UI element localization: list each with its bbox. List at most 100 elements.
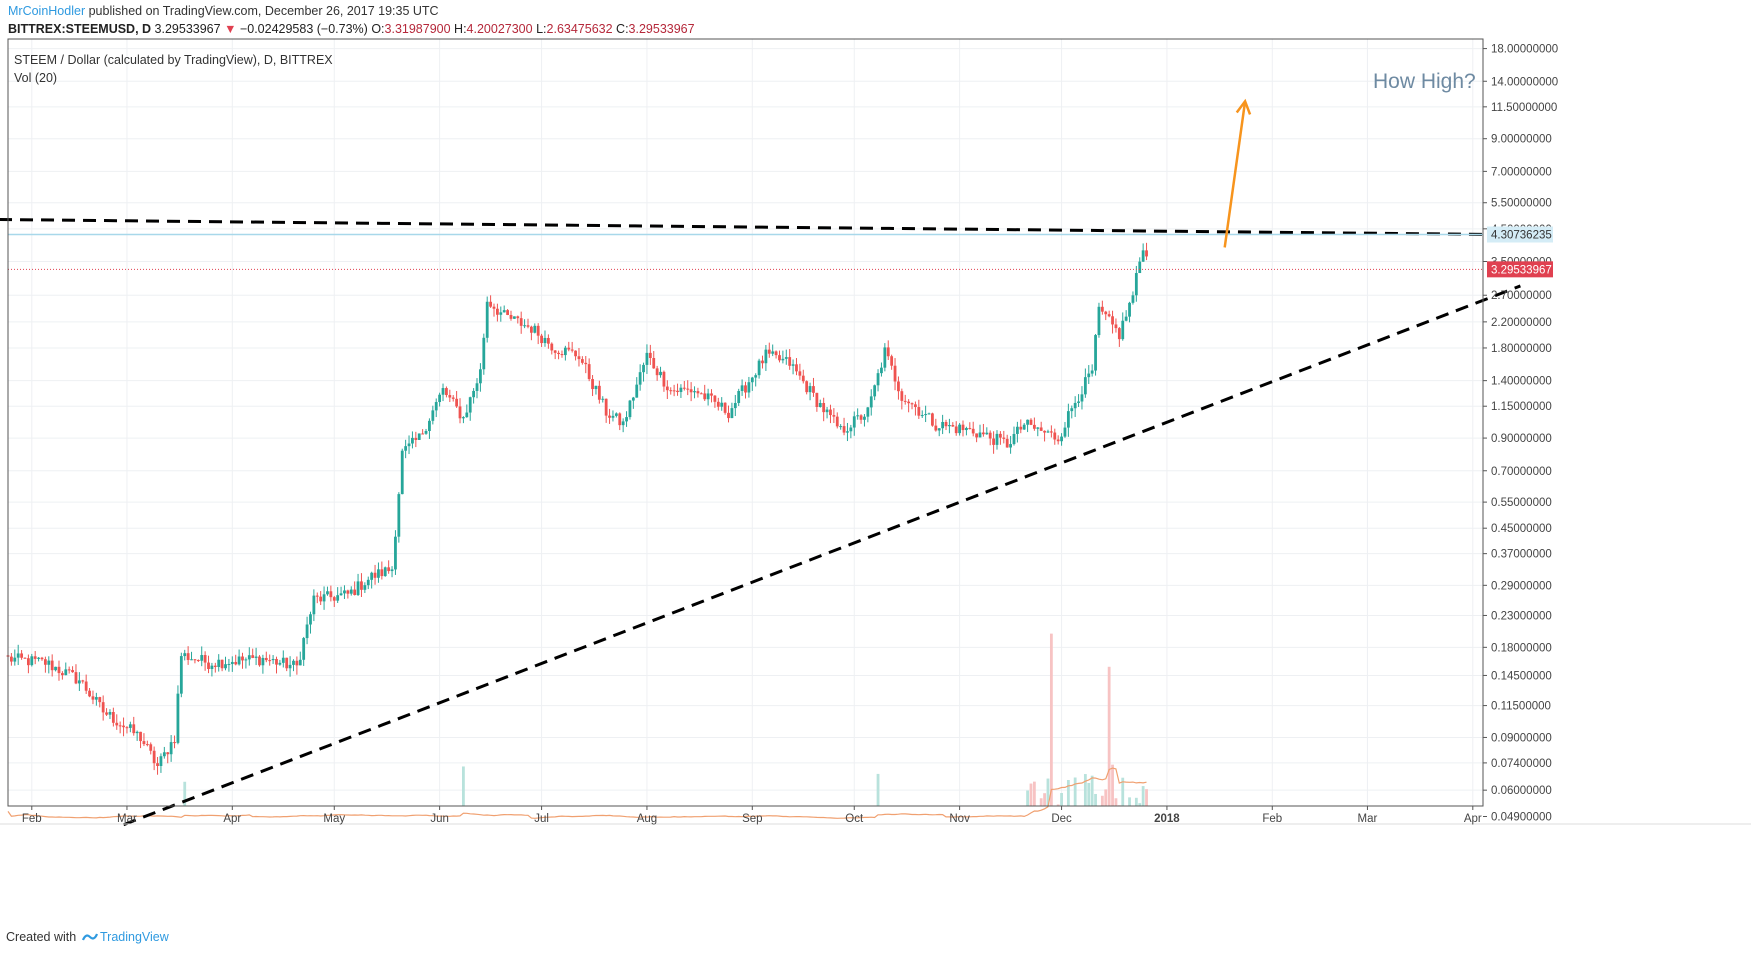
candle-body: [846, 431, 849, 433]
candle-body: [217, 659, 221, 668]
low-label: L:: [536, 22, 547, 36]
candle-body: [1022, 424, 1026, 430]
y-tick-label: 0.90000000: [1491, 433, 1552, 445]
candle-body: [747, 382, 751, 393]
x-tick-label: Jun: [430, 813, 449, 825]
candle-body: [604, 398, 608, 416]
candle-body: [958, 424, 962, 434]
candle-body: [536, 325, 540, 336]
candle-body: [557, 352, 560, 355]
y-tick-label: 0.07400000: [1491, 758, 1552, 770]
volume-bar: [1056, 804, 1060, 806]
candle-body: [849, 427, 853, 432]
candle-body: [60, 673, 64, 676]
candle-body: [577, 356, 581, 360]
candle-body: [98, 697, 102, 703]
candle-body: [1070, 408, 1074, 412]
candle-body: [499, 312, 503, 315]
candle-body: [400, 450, 404, 495]
y-tick-label: 7.00000000: [1491, 166, 1552, 178]
candle-body: [519, 318, 523, 326]
x-tick-label: 2018: [1154, 813, 1180, 825]
candle-body: [485, 301, 489, 338]
volume-bar: [1066, 780, 1070, 806]
candle-body: [866, 407, 870, 417]
candle-body: [462, 417, 465, 419]
y-tick-label: 11.50000000: [1491, 102, 1557, 114]
candle-body: [897, 381, 900, 392]
x-tick-label: Mar: [117, 813, 137, 825]
candle-body: [428, 420, 431, 432]
candle-body: [54, 666, 57, 671]
volume-bar: [1138, 803, 1142, 806]
candle-body: [122, 725, 125, 728]
high-value: 4.20027300: [466, 22, 533, 36]
candle-body: [37, 657, 40, 659]
candle-body: [1036, 427, 1040, 429]
candle-body: [924, 414, 928, 416]
candle-body: [880, 367, 883, 374]
candle-body: [1104, 311, 1108, 315]
candle-body: [295, 660, 299, 666]
candle-body: [1124, 316, 1128, 321]
candle-body: [795, 364, 798, 372]
tradingview-brand-link[interactable]: TradingView: [100, 930, 169, 944]
candle-body: [730, 408, 734, 419]
y-tick-label: 2.70000000: [1491, 290, 1552, 302]
candle-body: [767, 349, 771, 354]
candle-body: [417, 433, 421, 440]
x-tick-label: Aug: [637, 813, 657, 825]
candle-body: [907, 401, 911, 404]
down-triangle-icon: ▼: [224, 22, 237, 36]
candle-body: [149, 744, 153, 751]
candle-body: [489, 301, 493, 307]
candle-body: [550, 343, 554, 351]
candle-body: [720, 402, 724, 407]
candle-body: [356, 581, 360, 595]
candle-body: [812, 386, 815, 393]
candle-body: [917, 407, 921, 416]
candle-body: [941, 421, 945, 429]
y-tick-label: 0.18000000: [1491, 642, 1552, 654]
candle-body: [414, 437, 418, 440]
candle-body: [176, 693, 180, 743]
candle-body: [597, 385, 601, 400]
candle-body: [580, 359, 584, 363]
candle-body: [285, 657, 289, 669]
candle-body: [431, 410, 435, 421]
candle-body: [869, 396, 873, 408]
candle-body: [903, 400, 907, 402]
candle-body: [682, 387, 686, 389]
candlestick-series: [6, 242, 1148, 775]
candle-body: [135, 731, 139, 734]
candle-body: [642, 364, 645, 373]
candle-body: [761, 360, 764, 364]
candle-body: [1083, 377, 1087, 395]
candle-body: [108, 712, 112, 715]
candle-body: [275, 658, 278, 665]
candle-body: [1026, 419, 1029, 425]
candle-body: [1117, 328, 1121, 340]
chart-axes: 18.00000000 14.00000000 11.50000000 9.00000…: [0, 38, 1751, 825]
candle-body: [1121, 320, 1125, 340]
y-tick-label: 1.80000000: [1491, 343, 1552, 355]
up-arrow-icon: [1223, 101, 1247, 248]
volume-bar: [1087, 782, 1091, 806]
volume-bars: [183, 633, 1148, 806]
candle-body: [251, 655, 255, 658]
candle-body: [890, 356, 894, 366]
candle-body: [570, 349, 574, 351]
candle-body: [982, 432, 985, 435]
candle-body: [927, 413, 931, 415]
candle-body: [1039, 427, 1043, 431]
candle-body: [16, 653, 20, 658]
candle-body: [438, 394, 442, 403]
arrow-head: [1235, 98, 1252, 115]
candle-body: [1012, 433, 1016, 445]
candle-body: [312, 595, 316, 615]
candle-body: [26, 658, 30, 666]
candle-body: [496, 308, 499, 315]
support-trendline: [123, 284, 1521, 827]
author-link[interactable]: MrCoinHodler: [8, 4, 86, 18]
